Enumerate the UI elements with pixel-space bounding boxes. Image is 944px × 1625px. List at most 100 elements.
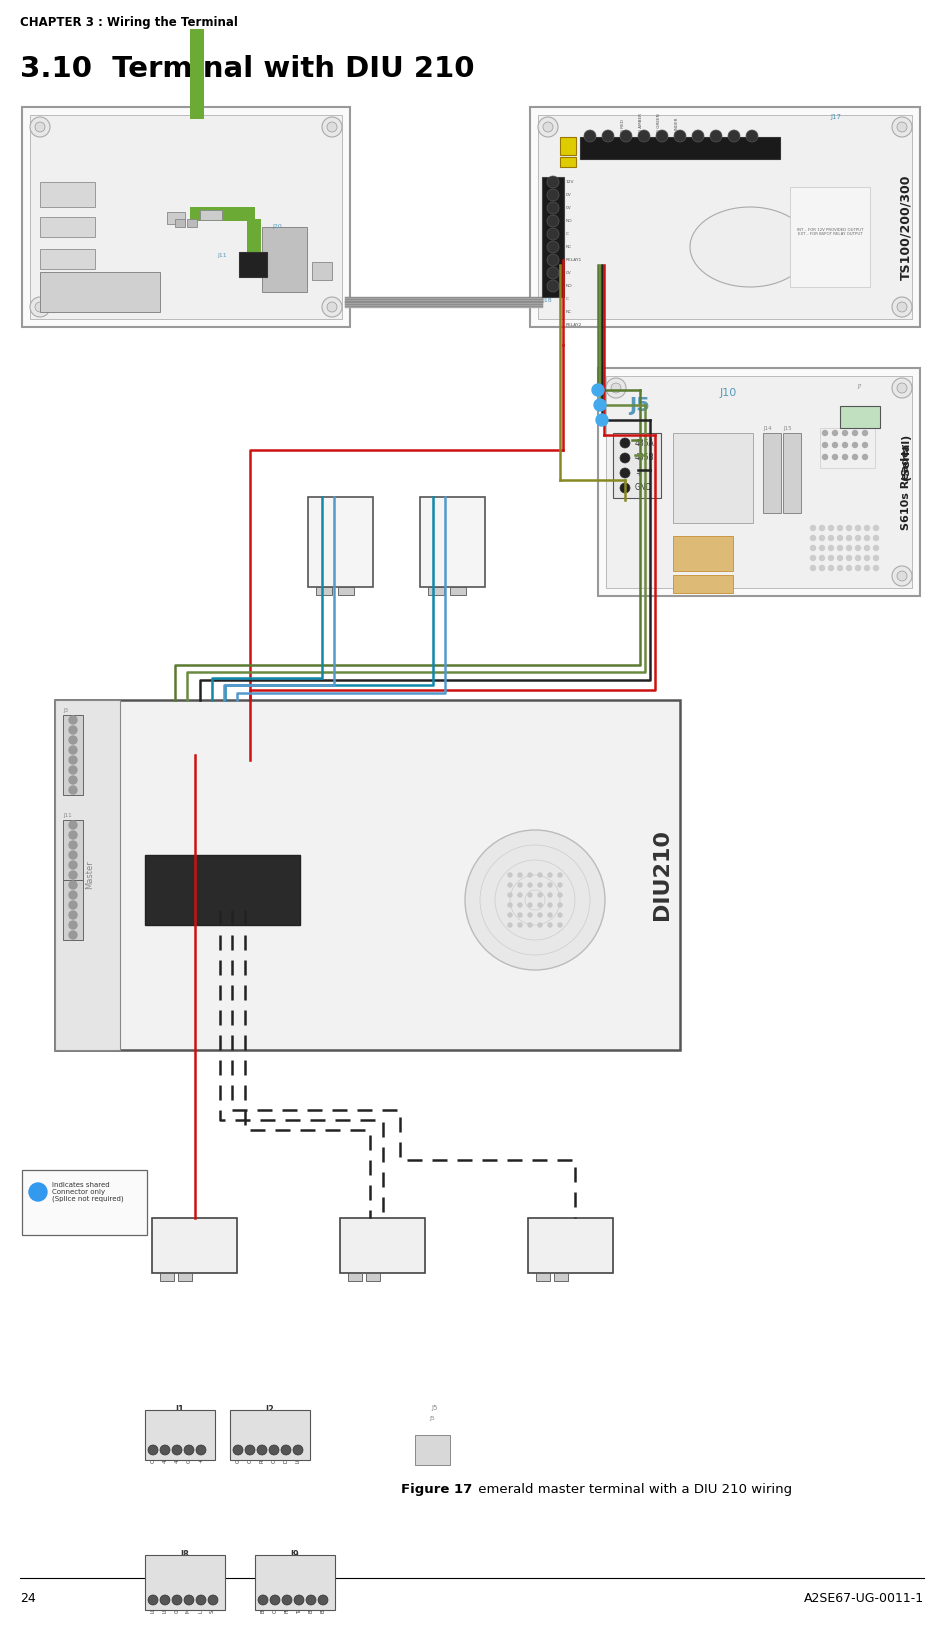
Circle shape (35, 122, 45, 132)
Text: LOCK+: LOCK+ (162, 1596, 167, 1614)
Circle shape (829, 525, 834, 530)
Circle shape (528, 882, 532, 887)
Circle shape (596, 414, 608, 426)
Bar (415, 1435, 450, 1466)
Circle shape (842, 442, 848, 447)
Text: COM: COM (247, 1451, 252, 1462)
Text: SENSE: SENSE (335, 514, 346, 546)
Circle shape (819, 556, 824, 561)
Bar (190, 206, 255, 221)
Circle shape (548, 913, 552, 916)
Circle shape (69, 756, 77, 764)
Bar (820, 427, 875, 468)
Circle shape (620, 483, 630, 492)
Circle shape (30, 117, 50, 136)
Circle shape (620, 468, 630, 478)
Circle shape (538, 873, 542, 878)
Text: +: + (159, 1268, 169, 1280)
Circle shape (847, 546, 851, 551)
Circle shape (69, 821, 77, 829)
Text: DIU210: DIU210 (652, 829, 672, 920)
Circle shape (29, 1183, 47, 1201)
Text: Indicates shared
Connector only
(Splice not required): Indicates shared Connector only (Splice … (52, 1181, 124, 1202)
Bar (262, 228, 307, 292)
Circle shape (30, 297, 50, 317)
Circle shape (35, 302, 45, 312)
Bar (673, 432, 753, 523)
Circle shape (282, 1596, 292, 1606)
Text: LED AMBER: LED AMBER (639, 114, 643, 136)
Circle shape (518, 904, 522, 907)
Circle shape (892, 566, 912, 587)
Circle shape (852, 455, 857, 460)
Bar (673, 536, 733, 570)
Text: J3: J3 (63, 708, 68, 713)
Circle shape (847, 556, 851, 561)
Circle shape (69, 830, 77, 838)
Circle shape (611, 384, 621, 393)
Bar (145, 1555, 225, 1610)
Circle shape (148, 1445, 158, 1454)
Circle shape (865, 546, 869, 551)
Circle shape (865, 525, 869, 530)
Bar (40, 249, 95, 270)
Text: J11: J11 (63, 812, 72, 817)
Circle shape (160, 1596, 170, 1606)
Circle shape (69, 871, 77, 879)
Text: COM: COM (273, 1601, 278, 1614)
Circle shape (558, 894, 562, 897)
Circle shape (160, 1445, 170, 1454)
Circle shape (822, 455, 828, 460)
Text: GND: GND (635, 484, 652, 492)
Circle shape (892, 379, 912, 398)
Text: J15: J15 (783, 426, 792, 431)
Text: TAMPER: TAMPER (296, 1592, 301, 1614)
Circle shape (865, 566, 869, 570)
Bar (30, 115, 342, 318)
Circle shape (822, 431, 828, 436)
Circle shape (811, 536, 816, 541)
Circle shape (518, 873, 522, 878)
Circle shape (258, 1596, 268, 1606)
Text: J14: J14 (63, 873, 72, 878)
Bar (560, 136, 576, 154)
Text: J18: J18 (542, 297, 551, 302)
Circle shape (306, 1596, 316, 1606)
Circle shape (558, 873, 562, 878)
Text: NC: NC (566, 245, 572, 249)
Bar (783, 432, 801, 514)
Text: J11: J11 (217, 254, 227, 258)
Circle shape (547, 202, 559, 214)
Text: 485A: 485A (635, 439, 655, 447)
Circle shape (897, 384, 907, 393)
Circle shape (548, 923, 552, 926)
Circle shape (547, 254, 559, 266)
Circle shape (837, 536, 842, 541)
Bar (790, 187, 870, 288)
Text: (Serial): (Serial) (901, 434, 911, 479)
Circle shape (547, 280, 559, 292)
Bar (22, 1170, 147, 1235)
Text: RELAY1: RELAY1 (566, 258, 582, 262)
Text: 0V: 0V (566, 271, 572, 275)
Circle shape (518, 913, 522, 916)
Bar (528, 1219, 613, 1272)
Circle shape (620, 439, 630, 449)
Text: DOOR: DOOR (447, 531, 458, 562)
Circle shape (148, 1596, 158, 1606)
Circle shape (293, 1445, 303, 1454)
Text: J8: J8 (180, 1550, 190, 1558)
Text: BGI: BGI (261, 1604, 265, 1614)
Circle shape (837, 546, 842, 551)
Circle shape (829, 536, 834, 541)
Circle shape (508, 873, 512, 878)
Circle shape (548, 873, 552, 878)
Circle shape (508, 894, 512, 897)
Text: 0G: 0G (585, 132, 589, 136)
Circle shape (873, 536, 879, 541)
Circle shape (897, 122, 907, 132)
Bar (338, 587, 354, 595)
Circle shape (69, 842, 77, 848)
Bar (580, 136, 780, 159)
Bar (145, 855, 300, 925)
